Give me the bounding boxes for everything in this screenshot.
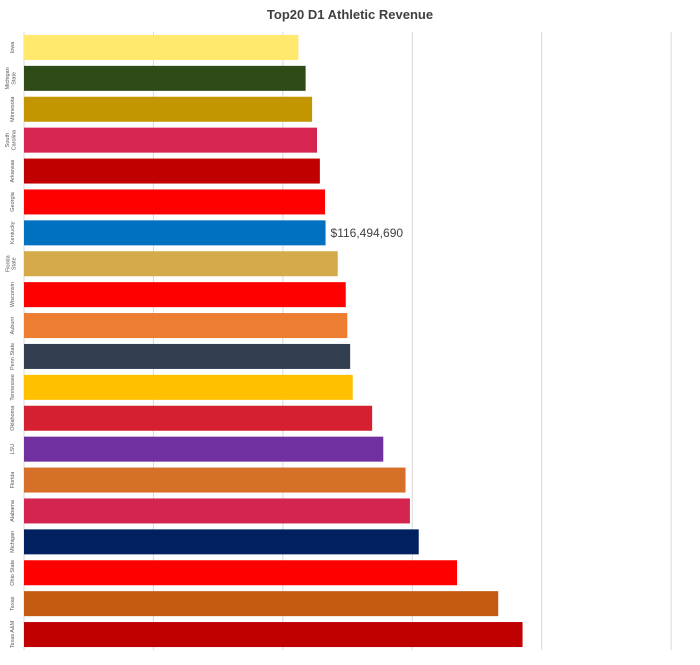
category-label: Wisconsin [10,282,16,307]
bar [24,313,348,339]
bar [24,189,326,215]
category-label: Alabama [10,499,16,522]
bar [24,622,523,648]
category-label: Oklahoma [10,405,16,431]
category-label: Georgia [10,191,16,212]
bar [24,34,299,60]
bar [24,467,406,493]
category-labels: Iowa MichiganState Minnesota SouthCarolina A… [5,41,17,649]
category-label: LSU [10,444,16,455]
bar [24,591,499,617]
category-label: Texas [10,596,16,611]
category-label: Kentucky [10,221,16,244]
data-label: $116,494,690 [331,226,404,240]
bar [24,282,346,308]
category-label: Iowa [10,41,16,54]
bar [24,96,313,122]
bar [24,405,373,431]
category-label: Minnesota [10,96,16,122]
category-label: FloridaState [5,254,17,272]
category-label: Texas A&M [10,620,16,648]
annotations: $116,494,690 [331,226,404,240]
bar [24,498,410,524]
bar [24,127,318,153]
bar [24,343,351,369]
category-label: Florida [10,471,16,489]
bar [24,65,306,91]
category-label: Auburn [10,317,16,335]
bar [24,436,384,462]
category-label: Michigan [10,531,16,553]
bar [24,560,458,586]
bars [24,34,523,648]
gridlines [23,32,672,650]
category-label: Penn State [10,343,16,370]
bar [24,220,326,246]
bar [24,158,320,184]
category-label: Arkansas [10,159,16,182]
category-label: Ohio State [10,560,16,586]
bar [24,529,419,555]
bar [24,251,338,277]
category-label: MichiganState [5,67,17,89]
category-label: Tennessee [10,374,16,401]
chart-title: Top20 D1 Athletic Revenue [266,7,434,22]
category-label: SouthCarolina [5,129,17,150]
bar [24,374,353,400]
